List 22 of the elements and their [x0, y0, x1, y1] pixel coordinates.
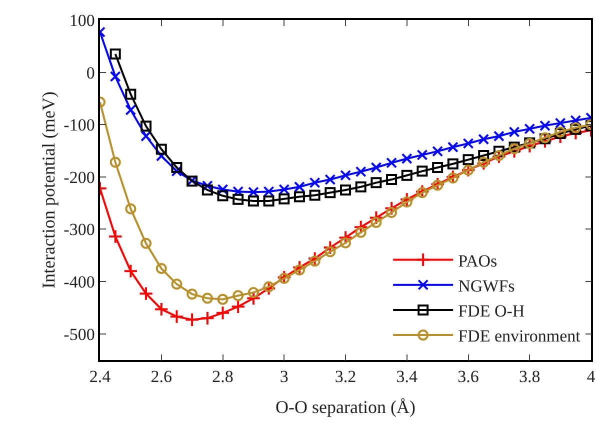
x-axis-title: O-O separation (Å): [276, 396, 416, 417]
x-tick-label: 3: [280, 367, 288, 386]
x-tick-label: 2.6: [150, 367, 172, 386]
y-tick-label: -500: [64, 324, 95, 344]
x-tick-label: 2.8: [212, 367, 234, 386]
y-tick-label: -100: [64, 116, 95, 135]
x-tick-label: 3.2: [334, 367, 356, 386]
y-axis-title: Interaction potential (meV): [38, 92, 58, 288]
legend-label: FDE environment: [458, 326, 581, 346]
legend-label: FDE O-H: [458, 302, 525, 321]
x-tick-label: 3.6: [458, 367, 479, 386]
x-tick-label: 2.4: [89, 367, 112, 386]
legend-label: NGWFs: [458, 276, 515, 296]
x-tick-label: 3.4: [396, 367, 418, 386]
legend-label: PAOs: [458, 251, 498, 270]
x-tick-label: 3.8: [519, 367, 540, 386]
y-tick-label: -300: [64, 220, 95, 240]
y-tick-label: -400: [64, 272, 95, 292]
y-tick-label: 0: [86, 63, 95, 82]
x-tick-label: 4: [586, 367, 596, 386]
y-tick-label: -200: [64, 168, 95, 187]
y-tick-label: 100: [69, 10, 95, 30]
